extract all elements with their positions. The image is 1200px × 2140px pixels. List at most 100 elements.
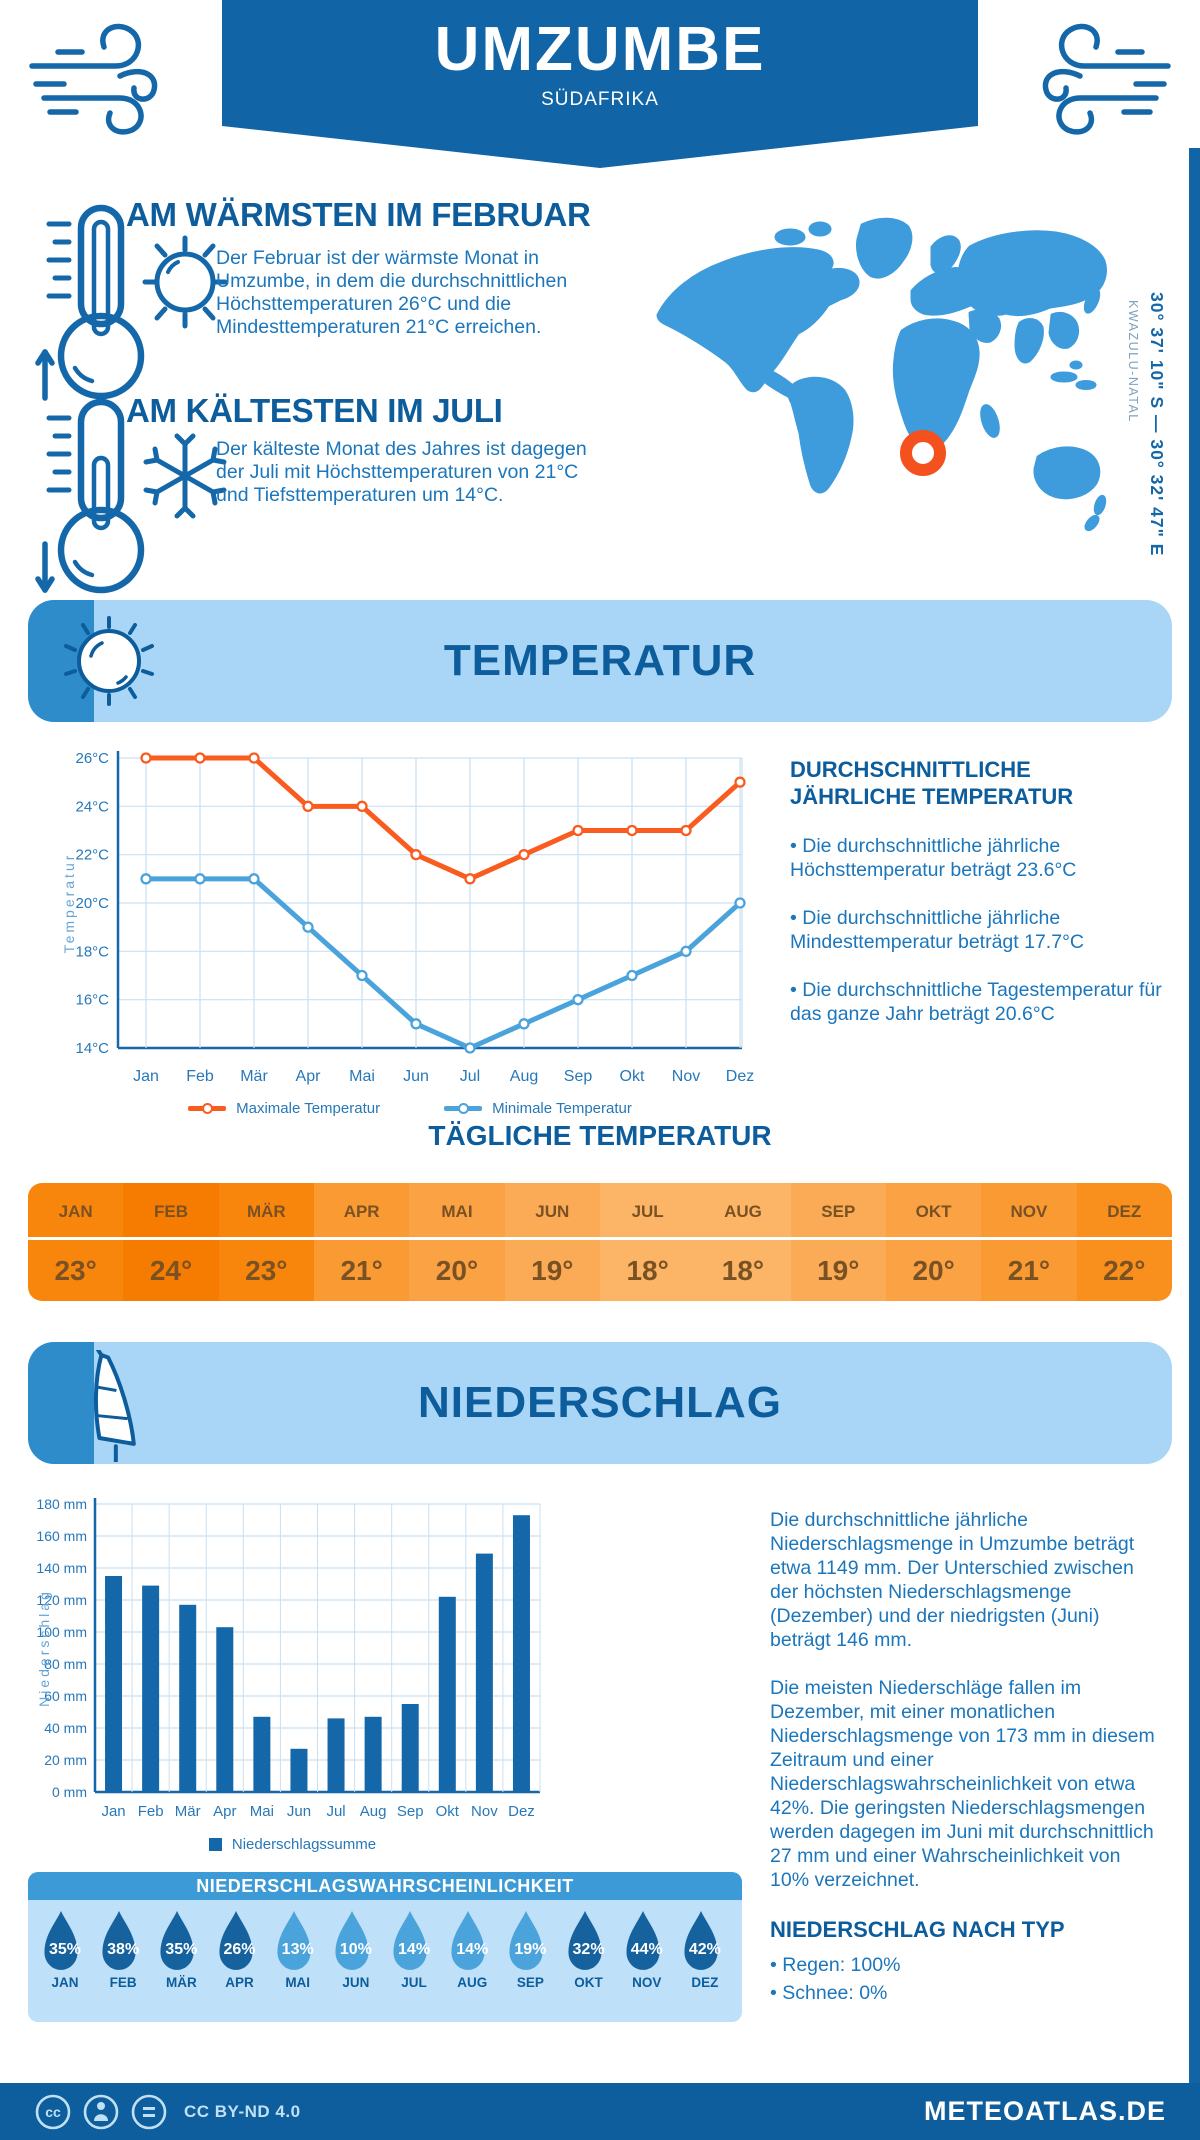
water-drop-icon xyxy=(277,1911,311,1970)
thermometer-snow-icon xyxy=(35,398,227,594)
precip-bar xyxy=(142,1585,160,1792)
coordinates-label: 30° 37' 10" S — 30° 32' 47" E xyxy=(1147,292,1167,557)
probability-drop: 35% JAN xyxy=(42,1910,88,2022)
svg-text:Apr: Apr xyxy=(296,1068,322,1085)
warmest-text: Der Februar ist der wärmste Monat in Umz… xyxy=(216,247,568,338)
precipitation-paragraph: Die meisten Niederschläge fallen im Deze… xyxy=(770,1677,1155,1891)
precip-bar xyxy=(401,1704,419,1792)
region-label: KWAZULU-NATAL xyxy=(1126,300,1140,423)
svg-text:Aug: Aug xyxy=(360,1803,387,1820)
water-drop-icon xyxy=(626,1911,660,1970)
svg-text:22°C: 22°C xyxy=(75,847,109,864)
svg-text:Okt: Okt xyxy=(436,1803,460,1820)
svg-text:180 mm: 180 mm xyxy=(36,1496,87,1512)
annual-heading: DURCHSCHNITTLICHE JÄHRLICHE TEMPERATUR xyxy=(790,757,1074,809)
svg-text:Nov: Nov xyxy=(672,1068,700,1085)
svg-text:Apr: Apr xyxy=(213,1803,236,1820)
svg-text:20 mm: 20 mm xyxy=(44,1752,87,1768)
daily-temperature-heading: TÄGLICHE TEMPERATUR xyxy=(428,1120,772,1151)
svg-text:40 mm: 40 mm xyxy=(44,1720,87,1736)
daily-temp-cell: APR 21° xyxy=(313,1183,410,1301)
daily-temp-cell: DEZ 22° xyxy=(1076,1183,1172,1301)
footer: cc CC BY-ND 4.0 METEOATLAS.DE xyxy=(0,2083,1200,2140)
daily-temperature-table: JAN 23° FEB 24° MÄR 23° APR 21° MAI 20° JUN 19… xyxy=(28,1183,1172,1301)
svg-text:Mär: Mär xyxy=(175,1803,201,1820)
probability-drop: 14% AUG xyxy=(449,1910,495,2022)
daily-temp-cell: JAN 23° xyxy=(28,1183,124,1301)
temperature-section-title: TEMPERATUR xyxy=(443,636,757,685)
header-banner: UMZUMBE SÜDAFRIKA xyxy=(222,0,978,168)
right-accent-bar xyxy=(1189,148,1200,2083)
page-subtitle: SÜDAFRIKA xyxy=(541,89,659,110)
svg-text:Jul: Jul xyxy=(460,1068,480,1085)
probability-drops-row: 35% JAN 38% FEB 35% MÄR 26% APR 13% MAI … xyxy=(28,1900,742,2022)
precip-bar xyxy=(438,1596,456,1792)
probability-drop: 13% MAI xyxy=(275,1910,321,2022)
water-drop-icon xyxy=(393,1911,427,1970)
temperature-section-banner: TEMPERATUR xyxy=(28,600,1172,722)
sun-icon xyxy=(64,616,154,706)
precip-bar xyxy=(179,1604,197,1792)
water-drop-icon xyxy=(451,1911,485,1970)
svg-text:Temperatur: Temperatur xyxy=(61,853,77,954)
precip-bar xyxy=(475,1553,493,1792)
svg-text:cc: cc xyxy=(45,2104,61,2120)
temperature-chart-legend: Maximale Temperatur Minimale Temperatur xyxy=(60,1100,760,1117)
svg-text:16°C: 16°C xyxy=(75,992,109,1009)
svg-text:Mai: Mai xyxy=(250,1803,274,1820)
annual-bullet: • Die durchschnittliche Tagestemperatur … xyxy=(790,979,1162,1025)
daily-temp-cell: MAI 20° xyxy=(409,1183,505,1301)
water-drop-icon xyxy=(684,1911,718,1970)
precip-bar xyxy=(253,1716,271,1792)
probability-drop: 19% SEP xyxy=(507,1910,553,2022)
daily-temp-cell: SEP 19° xyxy=(790,1183,886,1301)
coldest-text: Der kälteste Monat des Jahres ist dagege… xyxy=(216,438,587,506)
banner-cap xyxy=(28,1342,94,1464)
svg-text:Aug: Aug xyxy=(510,1068,538,1085)
wind-icon xyxy=(1042,23,1171,135)
water-drop-icon xyxy=(218,1911,253,1970)
svg-text:60 mm: 60 mm xyxy=(44,1688,87,1704)
svg-text:Mär: Mär xyxy=(240,1068,268,1085)
svg-text:Mai: Mai xyxy=(349,1068,375,1085)
svg-text:Jul: Jul xyxy=(326,1803,345,1820)
probability-drop: 44% NOV xyxy=(624,1910,670,2022)
svg-text:24°C: 24°C xyxy=(75,798,109,815)
svg-text:26°C: 26°C xyxy=(75,750,109,767)
water-drop-icon xyxy=(335,1911,369,1970)
precipitation-chart-legend: Niederschlagssumme xyxy=(35,1836,550,1853)
site-label: METEOATLAS.DE xyxy=(924,2096,1166,2126)
cc-license-icons: cc xyxy=(35,2094,167,2129)
precip-bar xyxy=(105,1576,123,1792)
probability-drop: 35% MÄR xyxy=(158,1910,204,2022)
svg-text:Feb: Feb xyxy=(186,1068,214,1085)
precip-bar xyxy=(327,1718,345,1792)
probability-drop: 10% JUN xyxy=(333,1910,379,2022)
svg-text:Jan: Jan xyxy=(133,1068,159,1085)
precip-bar xyxy=(512,1515,530,1792)
daily-temp-cell: OKT 20° xyxy=(885,1183,982,1301)
coldest-heading: AM KÄLTESTEN IM JULI xyxy=(126,392,503,429)
location-marker xyxy=(900,430,946,476)
daily-temp-cell: NOV 21° xyxy=(981,1183,1077,1301)
daily-temp-cell: FEB 24° xyxy=(123,1183,219,1301)
legend-item: Minimale Temperatur xyxy=(444,1100,632,1117)
svg-text:Jan: Jan xyxy=(101,1803,125,1820)
precipitation-type-rain: • Regen: 100% xyxy=(770,1954,901,1976)
annual-bullet: • Die durchschnittliche jährliche Mindes… xyxy=(790,907,1084,953)
annual-temperature-block: DURCHSCHNITTLICHE JÄHRLICHE TEMPERATUR •… xyxy=(790,756,1162,1026)
svg-text:80 mm: 80 mm xyxy=(44,1656,87,1672)
wind-icon xyxy=(29,23,158,135)
svg-text:Nov: Nov xyxy=(471,1803,498,1820)
precip-bar xyxy=(364,1716,382,1792)
svg-text:20°C: 20°C xyxy=(75,895,109,912)
svg-text:Dez: Dez xyxy=(726,1068,754,1085)
svg-text:Feb: Feb xyxy=(138,1803,164,1820)
daily-temp-cell: MÄR 23° xyxy=(218,1183,314,1301)
legend-item: Niederschlagssumme xyxy=(208,1836,376,1853)
precipitation-section-title: NIEDERSCHLAG xyxy=(417,1378,783,1427)
thermometer-sun-icon xyxy=(35,204,228,401)
temperature-chart: 14°C 16°C 18°C 20°C 22°C 24°C 26°C Jan Feb Mär Apr… xyxy=(60,738,760,1110)
svg-text:Sep: Sep xyxy=(564,1068,593,1085)
probability-drop: 38% FEB xyxy=(100,1910,146,2022)
